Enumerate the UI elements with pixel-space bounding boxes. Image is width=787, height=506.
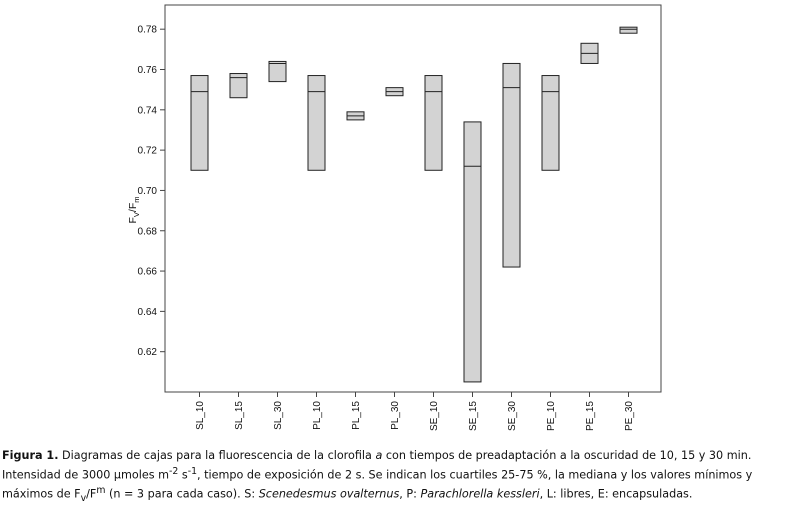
- box-sl-15: [229, 73, 248, 99]
- y-tick-label: 0.62: [138, 347, 158, 358]
- y-tick-label: 0.72: [138, 146, 158, 157]
- box-se-30: [502, 62, 521, 268]
- x-tick-label: PE_30: [624, 401, 635, 431]
- box-plot-chart: 0.62 0.64 0.66 0.68 0.70 0.72 0.74 0.76 0.78 SL_…: [127, 4, 662, 431]
- x-tick-label: SL_10: [195, 401, 206, 430]
- box-se-15: [463, 121, 482, 383]
- box-se-10: [424, 75, 443, 171]
- x-tick-label: SE_30: [507, 401, 518, 431]
- x-tick-label: SL_30: [273, 401, 284, 430]
- plot-frame: [164, 4, 662, 393]
- y-axis: 0.62 0.64 0.66 0.68 0.70 0.72 0.74 0.76 0.78: [138, 25, 165, 358]
- box-pl-10: [307, 75, 326, 171]
- x-axis: SL_10 SL_15 SL_30 PL_10 PL_15 PL_30 SE_10 SE_15…: [195, 392, 635, 431]
- y-tick-label: 0.66: [138, 267, 158, 278]
- y-tick-label: 0.76: [138, 65, 158, 76]
- boxes: [190, 26, 638, 383]
- y-tick-label: 0.64: [138, 307, 158, 318]
- y-axis-label: FV/Fm: [127, 196, 141, 223]
- box-sl-10: [190, 75, 209, 171]
- x-tick-label: SE_15: [468, 401, 479, 431]
- y-tick-label: 0.78: [138, 25, 158, 36]
- x-tick-label: SL_15: [234, 401, 245, 430]
- box-pe-30: [619, 26, 638, 34]
- box-pe-10: [541, 75, 560, 171]
- x-tick-label: SE_10: [429, 401, 440, 431]
- x-tick-label: PL_30: [390, 401, 401, 430]
- x-tick-label: PE_10: [546, 401, 557, 431]
- x-tick-label: PE_15: [585, 401, 596, 431]
- y-tick-label: 0.68: [138, 226, 158, 237]
- y-tick-label: 0.70: [138, 186, 158, 197]
- caption-label: Figura 1.: [2, 449, 59, 462]
- x-tick-label: PL_15: [351, 401, 362, 430]
- y-tick-label: 0.74: [138, 105, 158, 116]
- box-sl-30: [268, 60, 287, 83]
- x-tick-label: PL_10: [312, 401, 323, 430]
- figure-caption: Figura 1. Diagramas de cajas para la flu…: [2, 449, 753, 504]
